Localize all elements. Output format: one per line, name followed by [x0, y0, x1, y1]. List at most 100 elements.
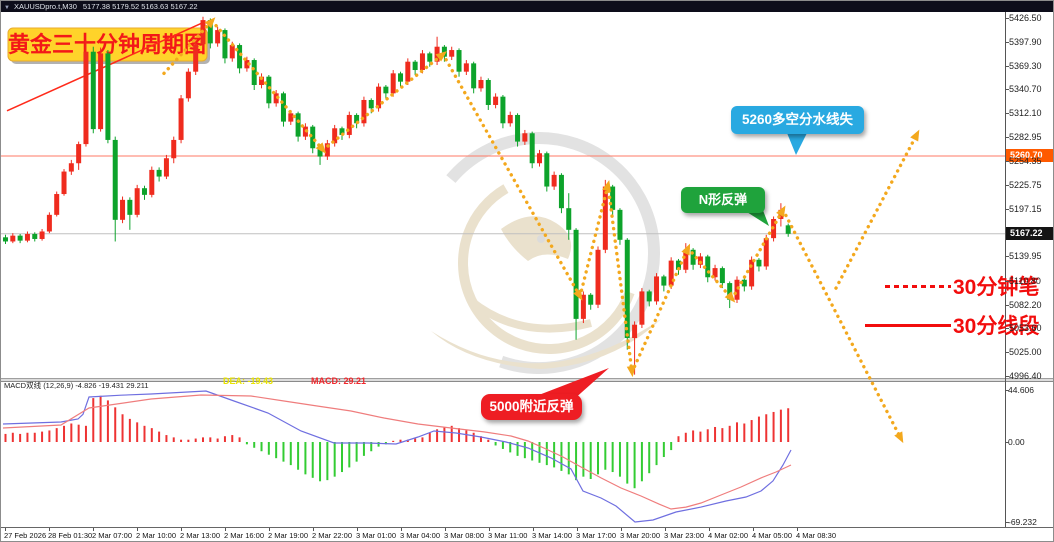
- candle-up: [580, 294, 586, 319]
- candle-down: [727, 283, 733, 300]
- bubble-pointer-green: [739, 200, 769, 226]
- candle-down: [456, 50, 462, 72]
- zigzag-segment: [781, 208, 903, 441]
- candle-down: [485, 80, 491, 105]
- candle-down: [32, 233, 38, 239]
- candle-up: [463, 63, 469, 72]
- candle-up: [536, 153, 542, 164]
- candle-down: [588, 294, 594, 305]
- candle-up: [68, 163, 74, 172]
- candle-up: [361, 99, 367, 124]
- candle-down: [383, 86, 389, 94]
- candle-up: [215, 30, 221, 44]
- candle-up: [639, 291, 645, 325]
- candle-down: [207, 20, 213, 44]
- candle-down: [237, 45, 243, 69]
- candle-down: [544, 153, 550, 187]
- candle-down: [17, 235, 23, 241]
- candle-down: [3, 237, 8, 242]
- candle-up: [178, 98, 184, 140]
- candle-down: [558, 174, 564, 209]
- titlebar: ▼ XAUUSDpro.t,M30 5177.38 5179.52 5163.63 …: [1, 1, 1053, 12]
- candle-down: [573, 229, 579, 319]
- candle-up: [376, 86, 382, 109]
- candle-down: [354, 114, 360, 124]
- candle-up: [163, 158, 169, 177]
- candle-down: [251, 60, 257, 85]
- candle-up: [134, 188, 140, 215]
- zigzag-segment: [630, 246, 690, 374]
- candle-up: [288, 113, 294, 122]
- zigzag-annotation[interactable]: [162, 17, 920, 444]
- candle-up: [39, 231, 45, 239]
- candle-down: [266, 76, 272, 104]
- zigzag-arrowhead-icon: [602, 180, 611, 192]
- zigzag-segment: [162, 19, 214, 76]
- zigzag-segment: [321, 52, 445, 152]
- candle-down: [412, 61, 418, 71]
- candle-down: [105, 53, 111, 140]
- candle-up: [98, 53, 104, 130]
- zigzag-arrowhead-icon: [910, 129, 920, 142]
- candle-up: [229, 45, 235, 59]
- candle-down: [427, 53, 433, 62]
- candle-up: [61, 171, 67, 195]
- symbol-title: XAUUSDpro.t,M30: [13, 2, 77, 11]
- candle-down: [368, 99, 374, 109]
- candle-up: [493, 96, 499, 105]
- candle-down: [675, 260, 681, 270]
- candle-up: [171, 139, 177, 159]
- candle-down: [705, 256, 711, 278]
- bubble-pointer-blue: [787, 133, 807, 155]
- candle-down: [515, 114, 521, 142]
- candle-up: [595, 249, 601, 305]
- candle-up: [602, 186, 608, 250]
- candle-down: [222, 30, 228, 59]
- candle-down: [741, 279, 747, 287]
- candle-down: [471, 63, 477, 89]
- zigzag-arrowhead-icon: [894, 431, 904, 444]
- zigzag-segment: [834, 132, 919, 290]
- candle-up: [244, 60, 250, 69]
- candle-up: [273, 93, 279, 104]
- candle-down: [112, 139, 118, 220]
- zigzag-segment: [686, 246, 734, 301]
- candle-down: [339, 128, 345, 135]
- candle-down: [756, 259, 762, 267]
- candle-up: [346, 114, 352, 135]
- macd-panel: [2, 390, 792, 523]
- zigzag-segment: [441, 52, 582, 299]
- candle-up: [507, 114, 513, 124]
- candle-up: [149, 169, 155, 195]
- candle-down: [310, 126, 316, 149]
- candle-down: [141, 188, 147, 195]
- candle-up: [10, 235, 16, 242]
- candle-down: [566, 208, 572, 230]
- candle-down: [295, 113, 301, 137]
- candle-up: [76, 144, 82, 164]
- candle-up: [419, 53, 425, 71]
- candle-up: [405, 61, 411, 82]
- candle-up: [390, 73, 396, 94]
- zigzag-segment: [606, 183, 634, 374]
- price-level-lines[interactable]: [1, 155, 1005, 235]
- candle-down: [785, 225, 791, 234]
- candle-down: [610, 186, 616, 210]
- bubble-pointer-red: [531, 368, 609, 409]
- candle-down: [398, 73, 404, 82]
- macd-signal-line-red: [2, 394, 792, 510]
- candle-down: [127, 199, 133, 215]
- candle-down: [280, 93, 286, 122]
- candle-down: [317, 148, 323, 157]
- candle-up: [185, 71, 191, 99]
- watermark-eagle-logo: [418, 132, 661, 374]
- candle-up: [668, 260, 674, 286]
- collapse-caret-icon[interactable]: ▼: [4, 5, 10, 11]
- candlesticks: [3, 16, 791, 375]
- candle-up: [193, 44, 199, 72]
- candle-up: [259, 76, 265, 85]
- panel-frame: [1, 11, 1053, 528]
- candle-down: [617, 209, 623, 240]
- candle-down: [441, 46, 447, 57]
